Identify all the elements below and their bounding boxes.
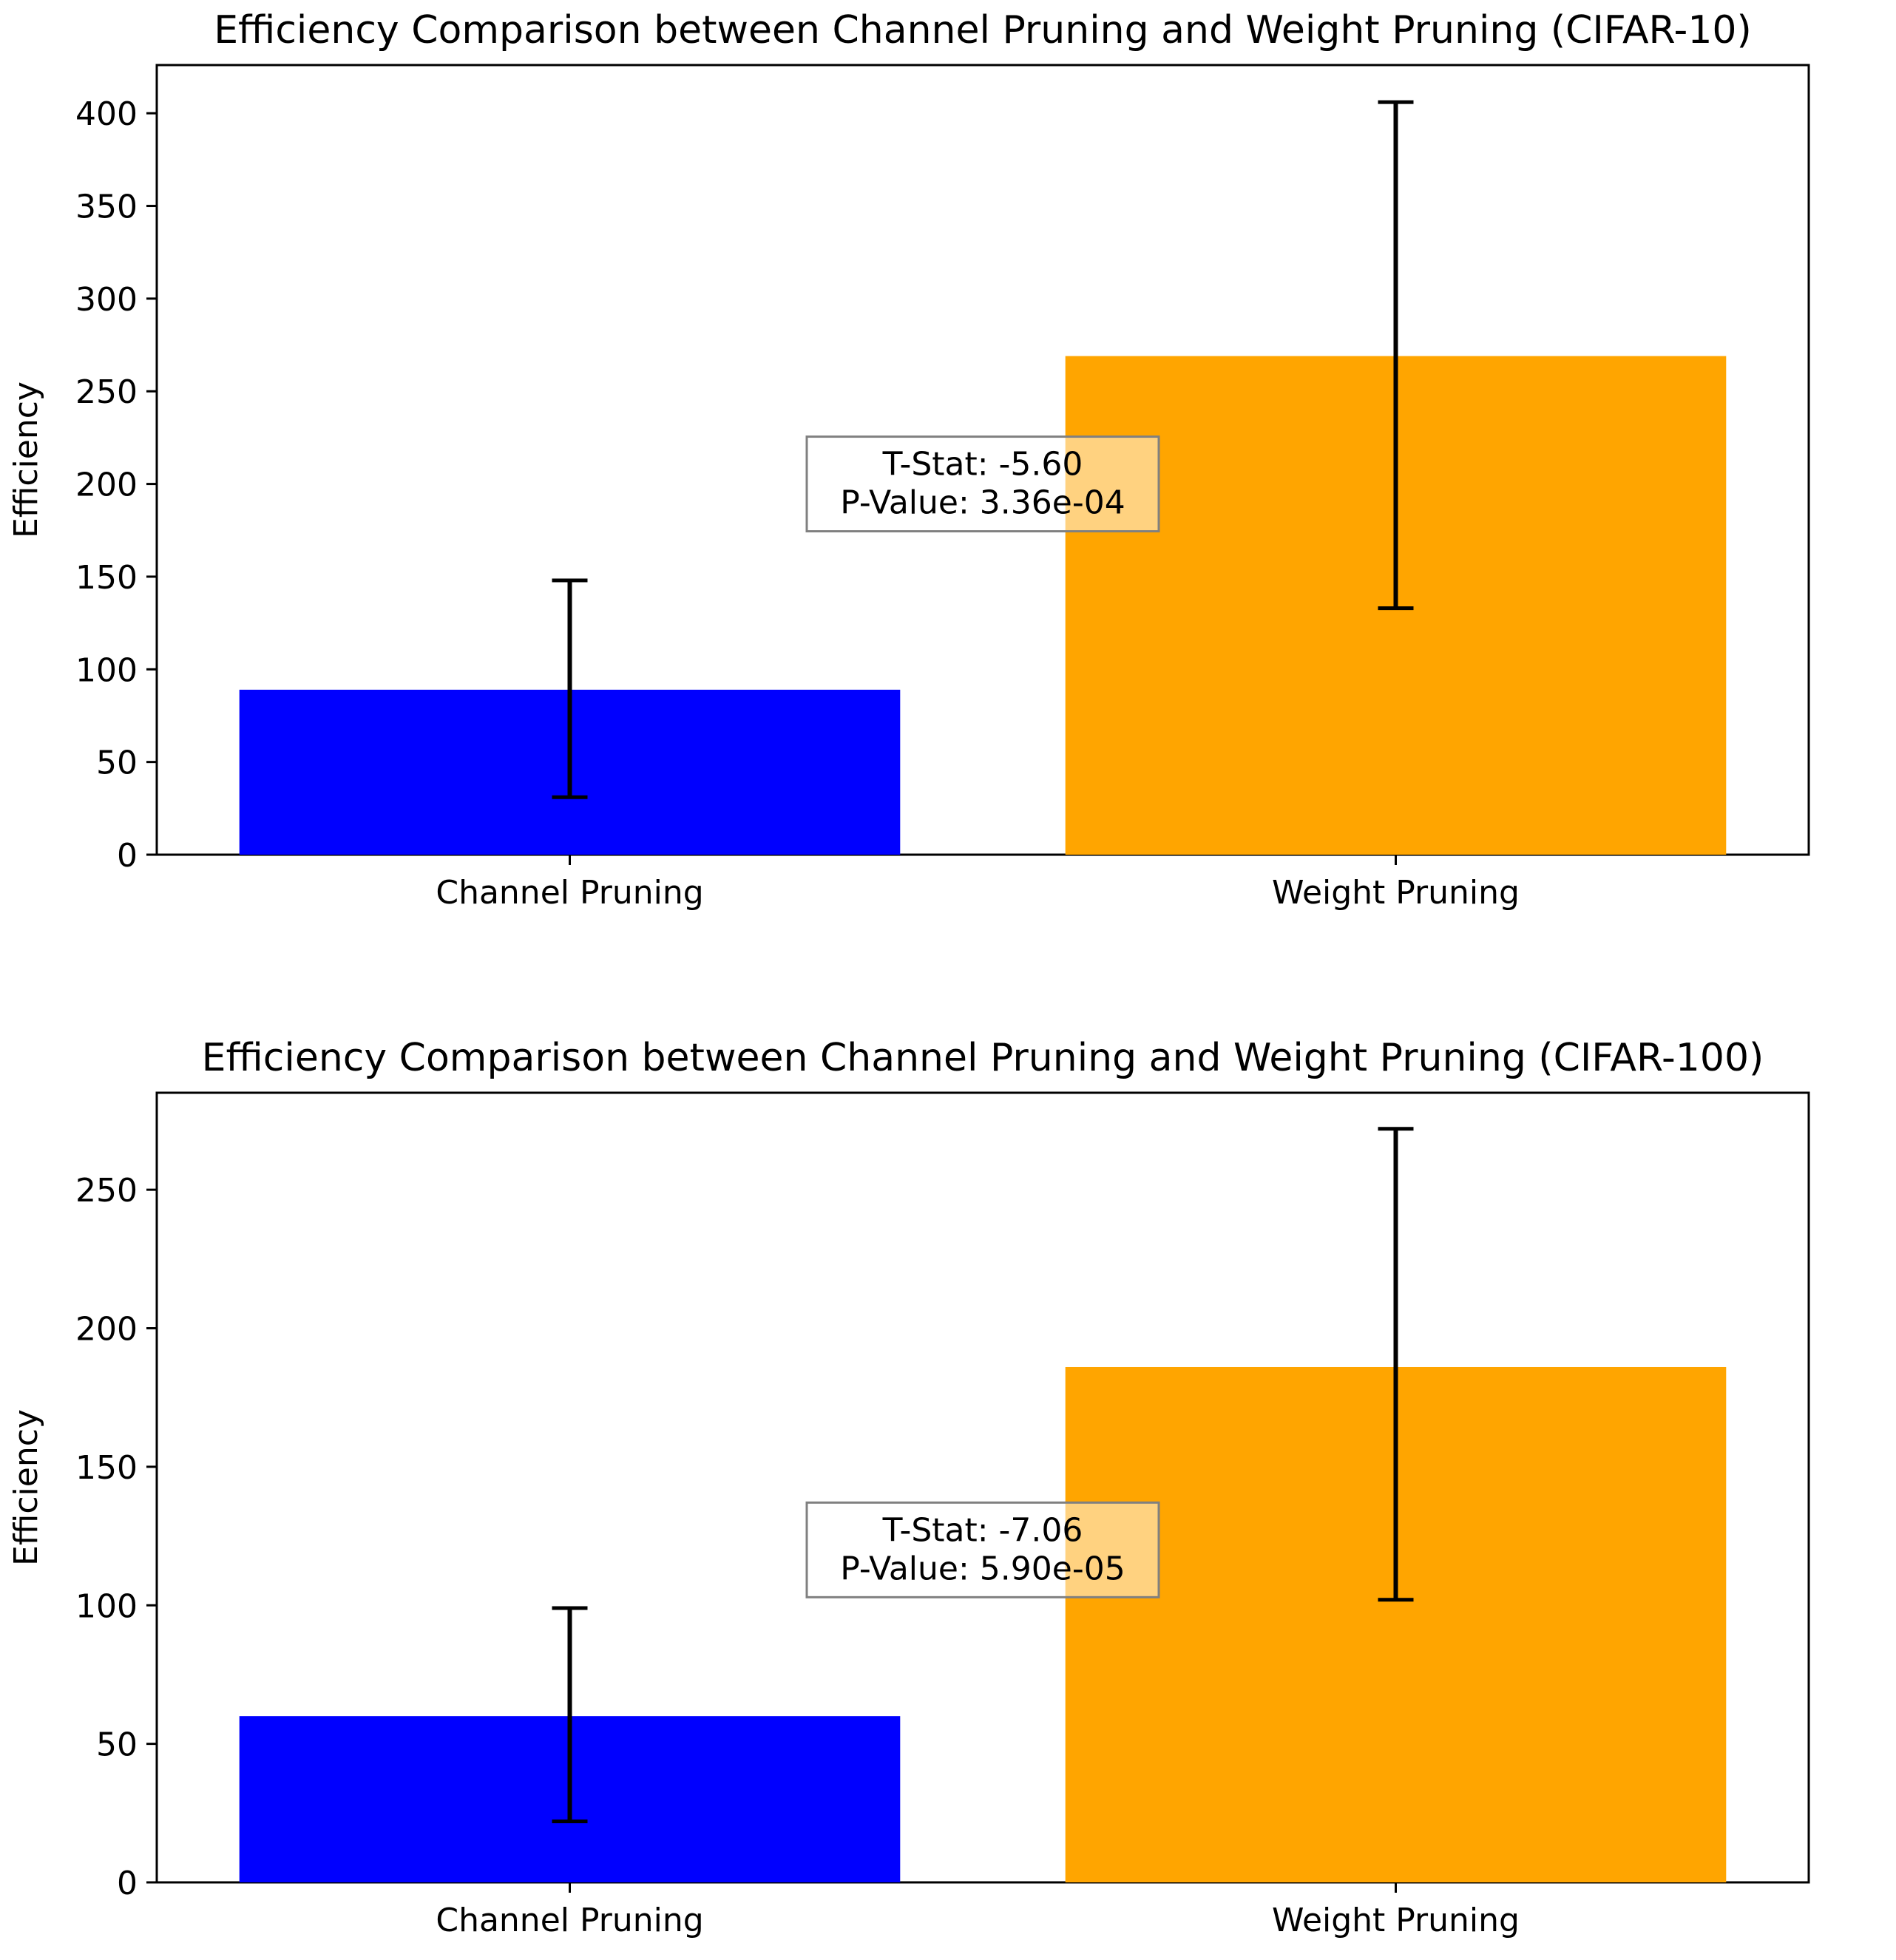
chart-title: Efficiency Comparison between Channel Pr…	[202, 1036, 1764, 1080]
x-tick-label: Weight Pruning	[1272, 1902, 1520, 1939]
y-tick-label: 250	[75, 373, 138, 411]
y-tick-label: 350	[75, 189, 138, 226]
annotation-pvalue: P-Value: 3.36e-04	[840, 484, 1125, 522]
x-tick-label: Channel Pruning	[436, 1902, 703, 1939]
chart-title: Efficiency Comparison between Channel Pr…	[214, 8, 1752, 52]
y-axis: 0 50 100 150 200 250 300 350 400	[75, 95, 157, 875]
plot-frame	[155, 64, 1810, 856]
x-tick-label: Channel Pruning	[436, 874, 703, 912]
stat-annotation: T-Stat: -5.60 P-Value: 3.36e-04	[805, 435, 1160, 533]
chart-cifar10: Efficiency Comparison between Channel Pr…	[7, 8, 1810, 912]
y-tick-label: 50	[96, 1726, 138, 1764]
y-tick-label: 150	[75, 1449, 138, 1487]
y-tick-label: 250	[75, 1172, 138, 1210]
y-axis: 0 50 100 150 200 250	[75, 1172, 157, 1902]
x-axis: Channel Pruning Weight Pruning	[436, 1882, 1520, 1939]
annotation-box	[805, 1501, 1160, 1598]
annotation-tstat: T-Stat: -5.60	[882, 446, 1083, 484]
stat-annotation: T-Stat: -7.06 P-Value: 5.90e-05	[805, 1501, 1160, 1598]
annotation-pvalue: P-Value: 5.90e-05	[840, 1550, 1125, 1587]
annotation-tstat: T-Stat: -7.06	[882, 1511, 1083, 1549]
y-axis-label: Efficiency	[7, 1409, 45, 1566]
y-tick-label: 100	[75, 651, 138, 689]
y-tick-label: 400	[75, 95, 138, 133]
y-tick-label: 0	[117, 1865, 138, 1902]
y-axis-label: Efficiency	[7, 382, 45, 538]
y-tick-label: 200	[75, 467, 138, 504]
plot-frame	[155, 1091, 1810, 1884]
x-tick-label: Weight Pruning	[1272, 874, 1520, 912]
y-tick-label: 300	[75, 281, 138, 319]
y-tick-label: 50	[96, 745, 138, 782]
annotation-box	[805, 435, 1160, 533]
x-axis: Channel Pruning Weight Pruning	[436, 855, 1520, 912]
y-tick-label: 150	[75, 559, 138, 597]
bars	[239, 1366, 1727, 1882]
y-tick-label: 100	[75, 1587, 138, 1625]
y-tick-label: 0	[117, 837, 138, 875]
bars	[239, 356, 1727, 855]
error-bars	[552, 100, 1414, 799]
chart-cifar100: Efficiency Comparison between Channel Pr…	[7, 1036, 1810, 1939]
y-tick-label: 200	[75, 1311, 138, 1349]
error-bars	[552, 1127, 1414, 1824]
